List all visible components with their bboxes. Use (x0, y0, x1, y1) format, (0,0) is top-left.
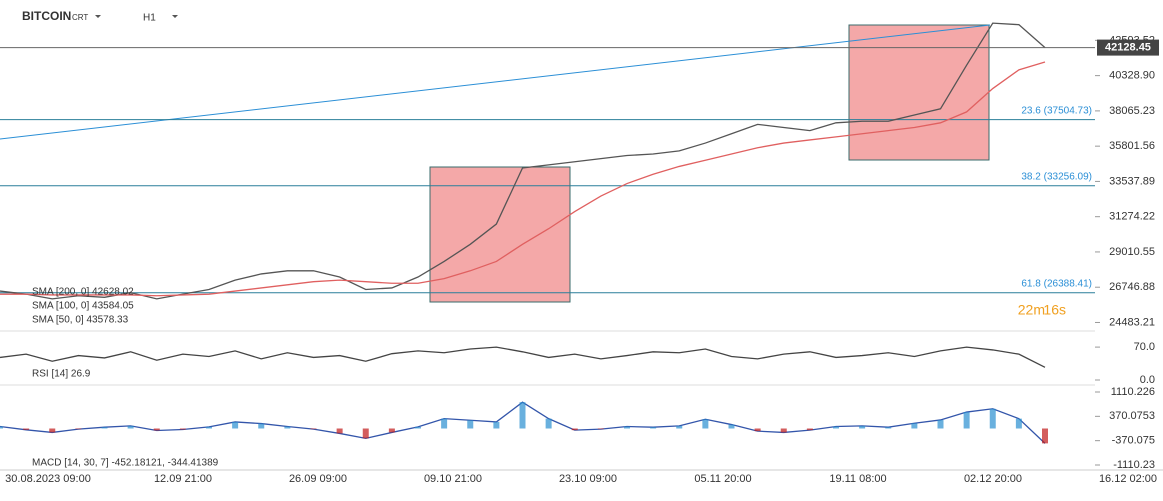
histogram-bar (545, 418, 552, 429)
x-tick-label: 26.09 09:00 (289, 473, 347, 485)
x-tick-label: 23.10 09:00 (559, 473, 617, 485)
y-tick-label: 370.0753 (1109, 410, 1155, 422)
x-tick-label: 09.10 21:00 (424, 473, 482, 485)
histogram-bar (1015, 418, 1022, 429)
y-tick-label: 0.0 (1140, 374, 1155, 386)
histogram-bar (597, 428, 604, 430)
histogram-bar (650, 427, 657, 429)
y-tick-label: 1110.226 (1111, 386, 1155, 398)
histogram-bar (1042, 428, 1048, 444)
histogram-bar (179, 428, 186, 430)
zone (848, 24, 990, 161)
fib-label: 61.8 (26388.41) (1021, 278, 1092, 289)
zone (429, 166, 571, 303)
histogram-bar (310, 428, 317, 430)
histogram-bar (127, 425, 134, 429)
histogram-bar (49, 428, 56, 433)
series-line (0, 401, 1046, 444)
y-tick-label: 26746.88 (1109, 281, 1155, 293)
indicator-label: SMA [50, 0] 43578.33 (32, 315, 129, 326)
histogram-bar (206, 426, 212, 429)
indicator-label: RSI [14] 26.9 (32, 369, 91, 380)
histogram-bar (23, 428, 30, 430)
histogram-bar (388, 428, 395, 433)
histogram-bar (101, 427, 108, 429)
dropdown-icon[interactable] (95, 15, 178, 18)
histogram-bar (624, 426, 630, 429)
fib-label: 23.6 (37504.73) (1021, 105, 1092, 116)
x-tick-label: 05.11 20:00 (694, 473, 751, 485)
x-tick-label: 30.08.2023 09:00 (5, 473, 91, 485)
histogram-bar (989, 408, 996, 429)
x-tick-label: 19.11 08:00 (829, 473, 886, 485)
series-line (0, 346, 1046, 368)
histogram-bar (336, 428, 343, 434)
histogram-bar (859, 425, 866, 429)
y-tick-label: 35801.56 (1109, 140, 1155, 152)
y-tick-label: 31274.22 (1109, 211, 1155, 223)
histogram-bar (885, 427, 892, 429)
histogram-bar (806, 428, 813, 431)
histogram-bar (362, 428, 369, 439)
price-badge (1097, 39, 1159, 56)
x-tick-label: 12.09 21:00 (154, 473, 212, 485)
histogram-bar (911, 423, 918, 429)
histogram-bar (937, 419, 944, 429)
current-price: 42128.45 (1105, 42, 1151, 54)
y-tick-label: 33537.89 (1109, 175, 1155, 187)
histogram-bar (493, 421, 500, 429)
countdown: 22m (1018, 302, 1045, 318)
symbol[interactable]: BITCOIN (22, 9, 71, 23)
histogram-bar (153, 428, 160, 431)
fib-label: 38.2 (33256.09) (1021, 171, 1092, 182)
histogram-bar (467, 420, 474, 429)
histogram-bar (415, 426, 421, 429)
histogram-bar (0, 426, 3, 429)
x-tick-label: 02.12 20:00 (964, 473, 1022, 485)
y-tick-label: 29010.55 (1109, 246, 1155, 258)
histogram-bar (780, 428, 787, 433)
x-tick-label: 16.12 02:00 (1099, 473, 1157, 485)
histogram-bar (258, 423, 265, 429)
y-tick-label: 70.0 (1134, 341, 1155, 353)
histogram-bar (963, 412, 970, 429)
histogram-bar (676, 425, 683, 429)
y-tick-label: -370.075 (1112, 435, 1155, 447)
histogram-bar (75, 428, 82, 430)
symbol-suffix: CRT (72, 13, 88, 22)
countdown: 16s (1043, 302, 1066, 318)
histogram-bar (571, 428, 578, 431)
indicator-label: SMA [200, 0] 42628.02 (32, 287, 134, 298)
series-line (0, 61, 1046, 297)
indicator-label: MACD [14, 30, 7] -452.18121, -344.41389 (32, 458, 219, 469)
histogram-bar (441, 418, 448, 429)
histogram-bar (284, 426, 291, 429)
y-tick-label: 40328.90 (1109, 70, 1155, 82)
histogram-bar (232, 421, 239, 429)
histogram-bar (833, 426, 839, 429)
histogram-bar (728, 424, 735, 429)
y-tick-label: 38065.23 (1109, 105, 1155, 117)
indicator-label: SMA [100, 0] 43584.05 (32, 301, 134, 312)
y-tick-label: -1110.23 (1113, 459, 1155, 471)
histogram-bar (702, 419, 709, 429)
histogram-bar (754, 428, 761, 432)
y-tick-label: 24483.21 (1109, 316, 1155, 328)
timeframe[interactable]: H1 (143, 13, 156, 24)
histogram-bar (519, 402, 526, 429)
